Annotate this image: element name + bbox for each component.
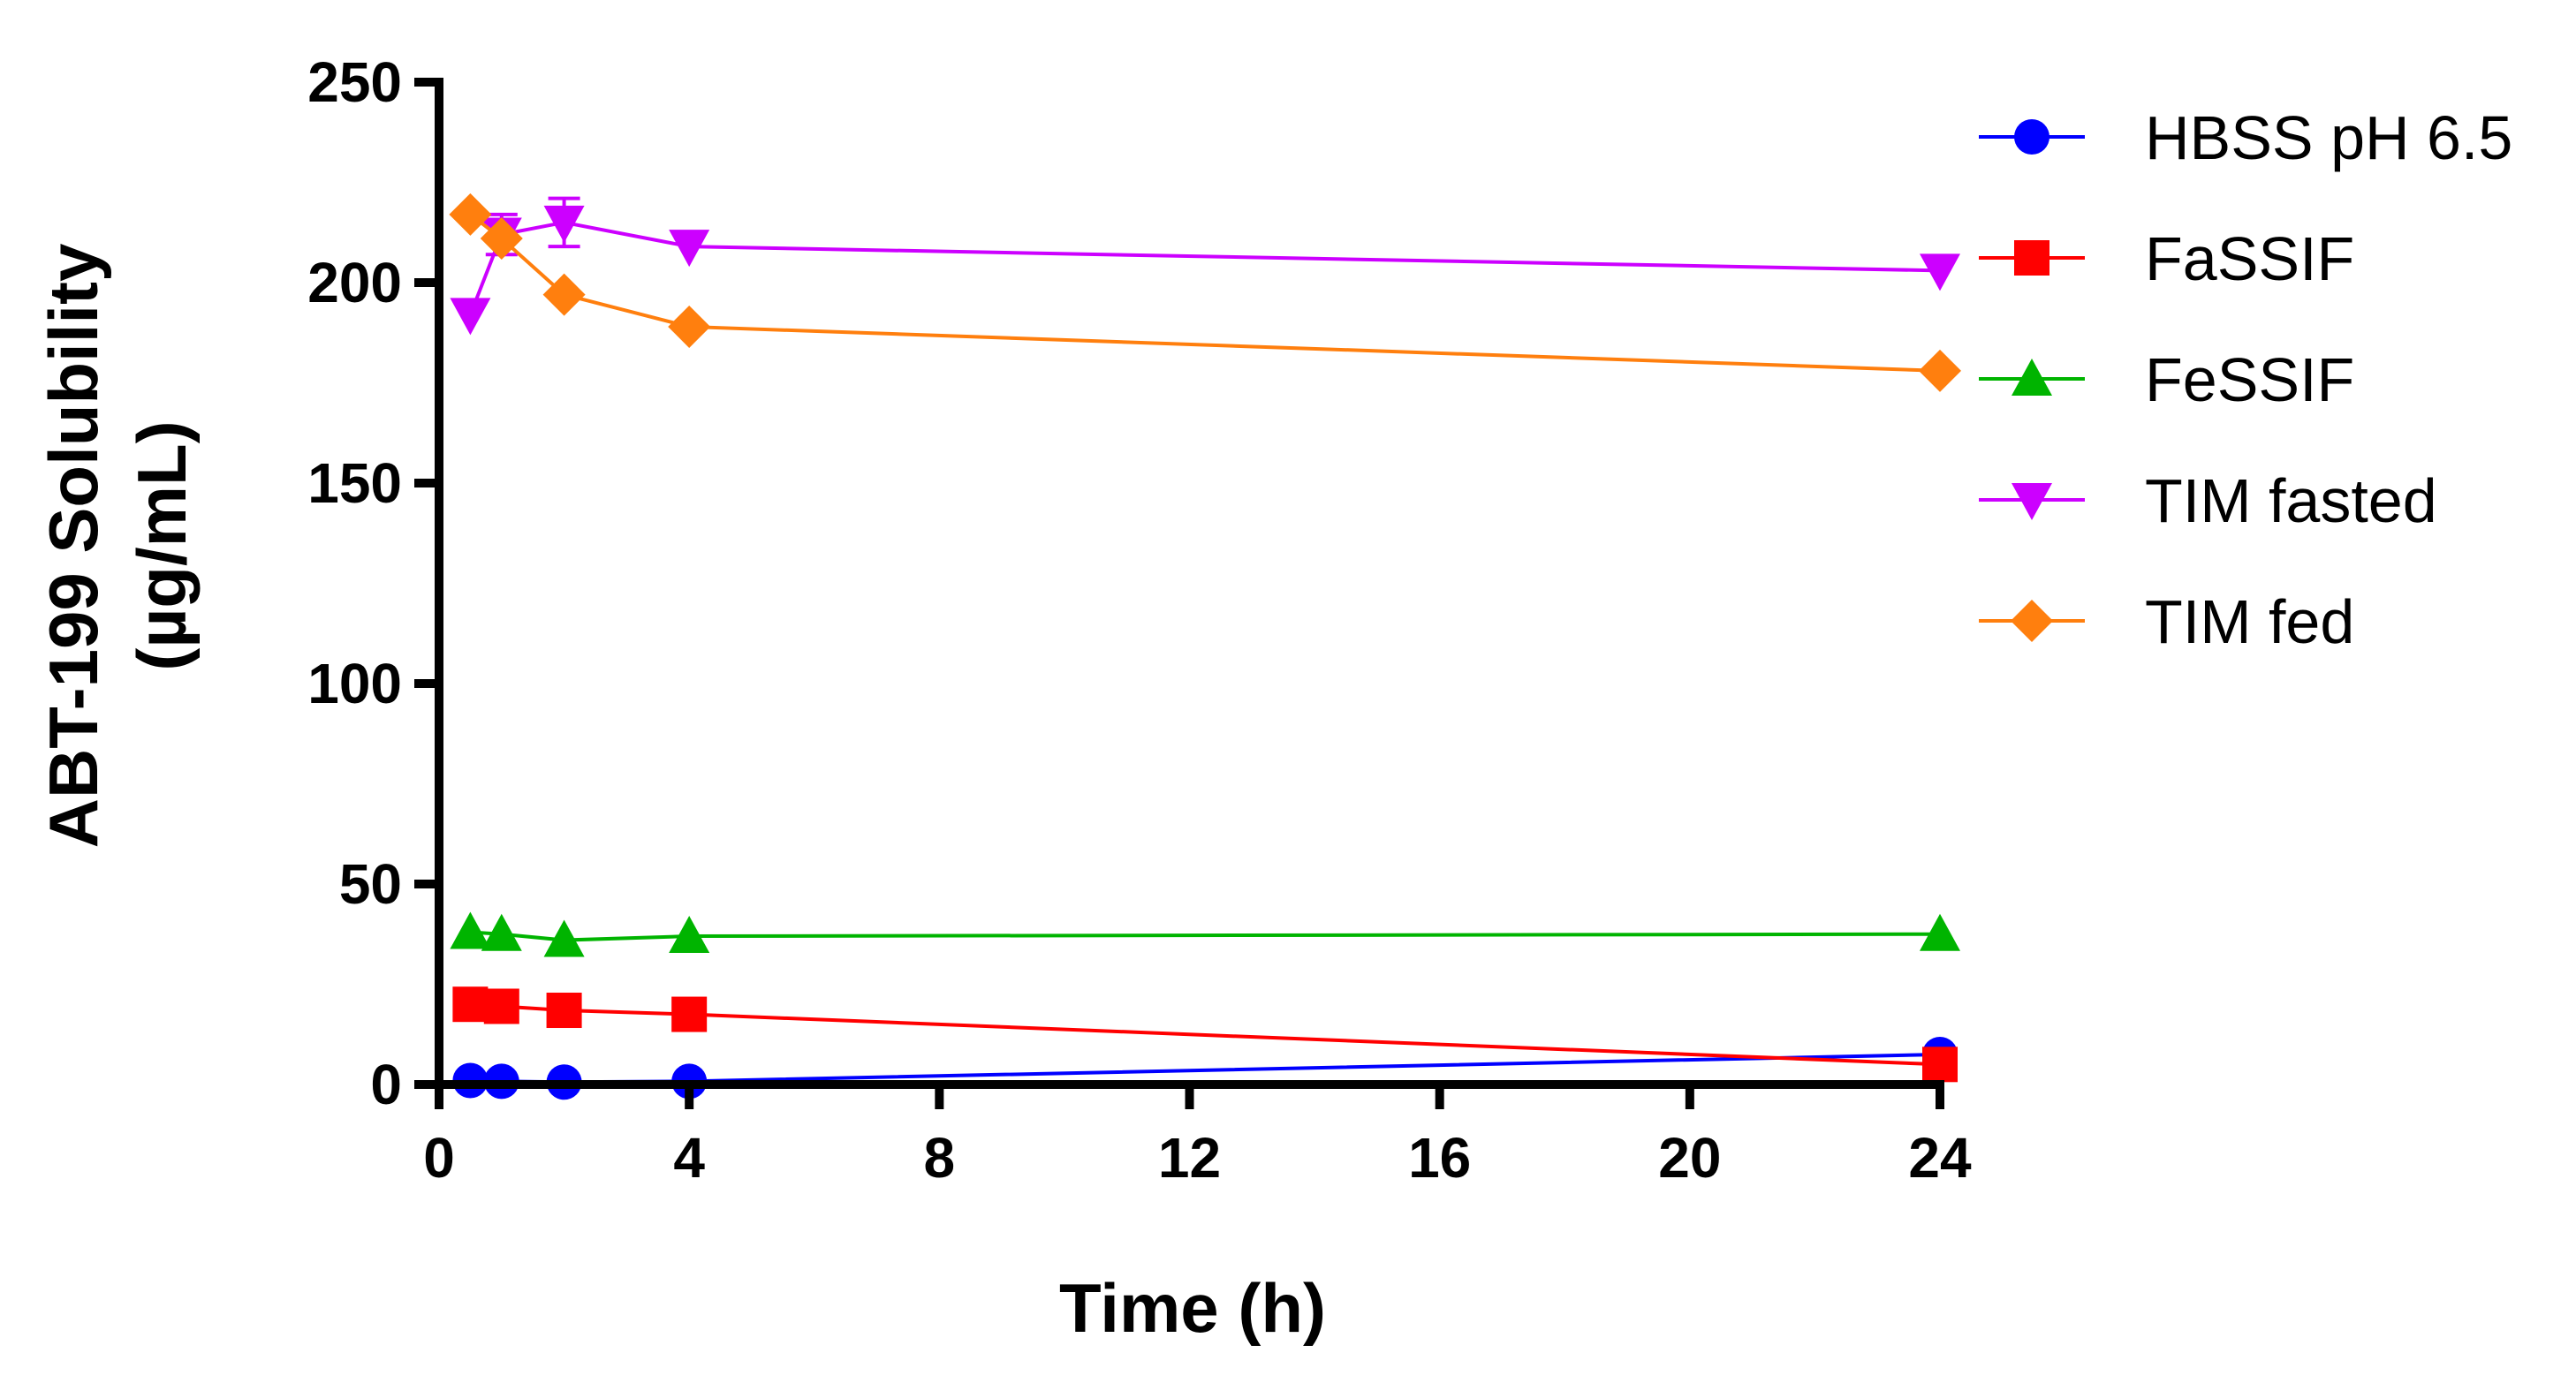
plot-series: [449, 193, 1961, 1100]
data-point: [546, 993, 582, 1029]
x-tick-label: 24: [1908, 1126, 1972, 1190]
data-point: [481, 913, 522, 951]
series-0: [452, 1036, 1958, 1100]
x-tick-label: 12: [1158, 1126, 1221, 1190]
data-point: [669, 230, 710, 268]
x-tick-label: 0: [423, 1126, 455, 1190]
data-point: [542, 273, 586, 316]
x-tick-label: 8: [924, 1126, 956, 1190]
legend-label: FeSSIF: [2145, 345, 2354, 414]
legend-label: TIM fed: [2145, 587, 2354, 656]
x-axis-title: Time (h): [1059, 1269, 1326, 1347]
y-tick-label: 150: [307, 451, 402, 515]
y-tick-label: 250: [307, 50, 402, 114]
legend-marker: [2014, 240, 2049, 276]
legend: HBSS pH 6.5 FaSSIF FeSSIF TIM fasted TIM fed: [1979, 103, 2512, 656]
series-4: [449, 193, 1961, 392]
series-2: [450, 911, 1960, 957]
data-point: [452, 986, 489, 1023]
y-axis-units: (µg/mL): [123, 420, 201, 670]
y-tick-label: 0: [370, 1053, 402, 1116]
data-point: [1919, 349, 1961, 392]
legend-label: TIM fasted: [2145, 466, 2437, 535]
x-tick-label: 16: [1408, 1126, 1471, 1190]
data-point: [450, 298, 491, 336]
data-point: [1922, 1047, 1958, 1083]
y-tick-label: 200: [307, 251, 402, 314]
legend-label: FaSSIF: [2145, 224, 2354, 293]
axes: 0 50 100 150 200 250 0 4 8 12 16 20 24: [307, 50, 1972, 1190]
data-point: [480, 217, 523, 261]
data-point: [1920, 253, 1960, 291]
data-point: [1920, 913, 1960, 951]
x-tick-label: 20: [1658, 1126, 1721, 1190]
legend-item: FaSSIF: [1979, 224, 2354, 293]
legend-marker: [2011, 600, 2053, 642]
data-point: [449, 193, 492, 236]
legend-label: HBSS pH 6.5: [2145, 103, 2512, 172]
legend-marker: [2012, 359, 2052, 396]
data-point: [669, 916, 710, 954]
legend-item: FeSSIF: [1979, 345, 2354, 414]
data-point: [450, 911, 491, 949]
data-point: [543, 919, 585, 957]
y-axis-title: ABT-199 Solubility: [34, 244, 112, 849]
x-ticks: 0 4 8 12 16 20 24: [423, 1084, 1972, 1190]
legend-marker: [2014, 119, 2049, 155]
data-point: [668, 305, 711, 348]
series-3: [450, 196, 1960, 336]
x-tick-label: 4: [673, 1126, 705, 1190]
legend-marker: [2012, 483, 2052, 520]
y-ticks: 0 50 100 150 200 250: [307, 50, 439, 1116]
y-tick-label: 100: [307, 652, 402, 715]
series-1: [452, 986, 1958, 1083]
y-tick-label: 50: [339, 852, 402, 916]
data-point: [671, 996, 708, 1032]
data-point: [543, 205, 585, 243]
legend-item: TIM fasted: [1979, 466, 2437, 535]
legend-item: TIM fed: [1979, 587, 2354, 656]
legend-item: HBSS pH 6.5: [1979, 103, 2512, 172]
data-point: [483, 988, 519, 1024]
